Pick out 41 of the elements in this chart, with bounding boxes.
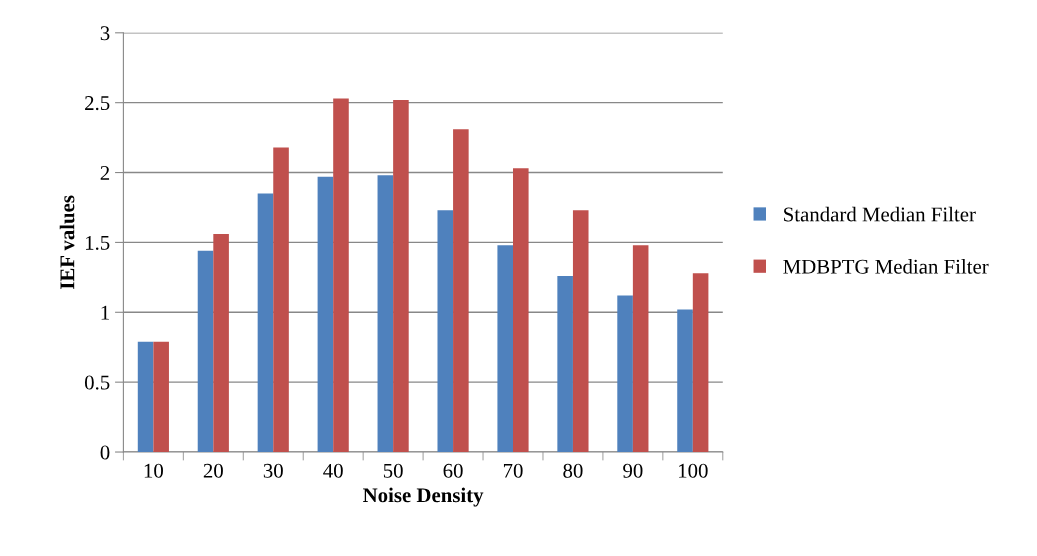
- y-tick-label: 2: [100, 165, 110, 180]
- x-tick-label: 30: [263, 463, 283, 478]
- legend-label: MDBPTG Median Filter: [783, 259, 989, 274]
- bar: [437, 210, 454, 453]
- bar: [513, 168, 529, 453]
- bar: [137, 341, 154, 453]
- y-tick-label: 1.5: [86, 235, 110, 250]
- x-tick-label: 20: [203, 463, 223, 478]
- x-tick-label: 60: [443, 463, 463, 478]
- x-tick-label: 70: [503, 463, 523, 478]
- bar: [692, 273, 709, 453]
- y-tick-label: 2.5: [85, 96, 110, 111]
- bar: [333, 98, 349, 453]
- bar: [317, 176, 334, 453]
- bar: [257, 193, 274, 453]
- bar: [153, 341, 169, 453]
- bar: [273, 147, 289, 453]
- y-tick-label: 0.5: [84, 375, 110, 390]
- legend-label: Standard Median Filter: [784, 206, 976, 222]
- x-tick-label: 40: [323, 463, 343, 478]
- bar: [393, 99, 409, 453]
- bar: [632, 245, 649, 453]
- bar: [213, 234, 229, 453]
- x-tick-label: 100: [679, 463, 708, 478]
- x-tick-label: 80: [563, 463, 583, 478]
- bar: [572, 210, 589, 453]
- bar: [497, 245, 513, 453]
- bar: [677, 309, 693, 453]
- y-tick-label: 1: [101, 305, 109, 320]
- y-tick-label: 3: [100, 26, 110, 41]
- bar: [617, 295, 633, 453]
- bar: [557, 275, 573, 453]
- x-tick-label: 10: [144, 463, 163, 478]
- x-tick-label: 50: [383, 463, 403, 478]
- bar: [453, 129, 469, 453]
- y-tick-label: 0: [100, 445, 110, 460]
- bar: [377, 175, 394, 453]
- y-axis-title: IEF values: [59, 195, 75, 290]
- x-tick-label: 90: [623, 463, 643, 478]
- x-axis-title: Noise Density: [363, 487, 484, 507]
- bar: [197, 250, 214, 453]
